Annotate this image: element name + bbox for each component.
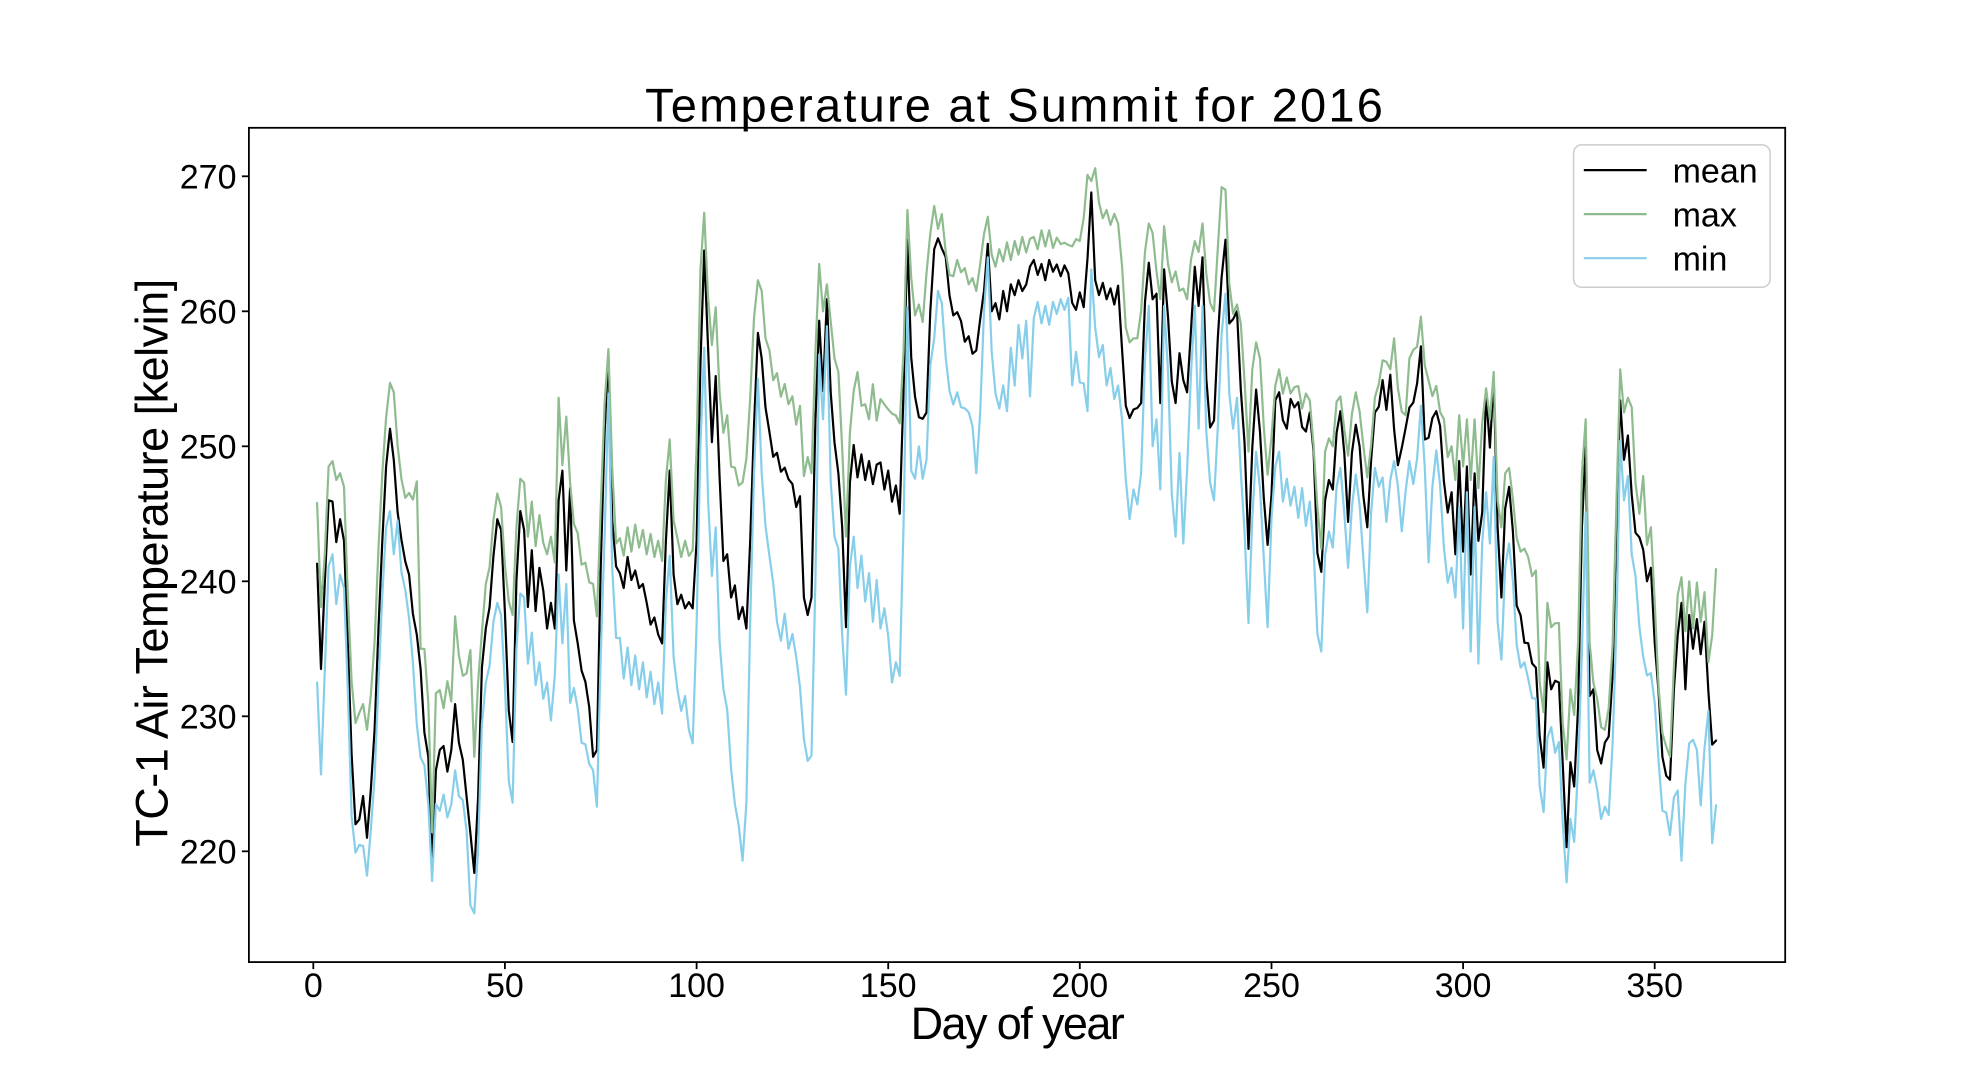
svg-text:200: 200 <box>1051 967 1108 1005</box>
svg-text:220: 220 <box>180 834 237 872</box>
svg-text:150: 150 <box>860 967 917 1005</box>
svg-text:max: max <box>1673 196 1737 234</box>
svg-text:240: 240 <box>180 564 237 602</box>
svg-text:0: 0 <box>304 967 323 1005</box>
svg-text:230: 230 <box>180 699 237 737</box>
svg-text:50: 50 <box>486 967 524 1005</box>
svg-text:Day of year: Day of year <box>911 998 1125 1049</box>
svg-text:mean: mean <box>1673 152 1758 190</box>
svg-text:300: 300 <box>1435 967 1492 1005</box>
svg-text:250: 250 <box>180 429 237 467</box>
svg-text:TC-1 Air Temperature [kelvin]: TC-1 Air Temperature [kelvin] <box>127 279 178 846</box>
svg-text:350: 350 <box>1626 967 1683 1005</box>
svg-text:270: 270 <box>180 159 237 197</box>
svg-text:min: min <box>1673 241 1728 279</box>
svg-text:Temperature at Summit for 2016: Temperature at Summit for 2016 <box>645 78 1385 131</box>
svg-text:100: 100 <box>668 967 725 1005</box>
svg-text:250: 250 <box>1243 967 1300 1005</box>
svg-text:260: 260 <box>180 294 237 332</box>
